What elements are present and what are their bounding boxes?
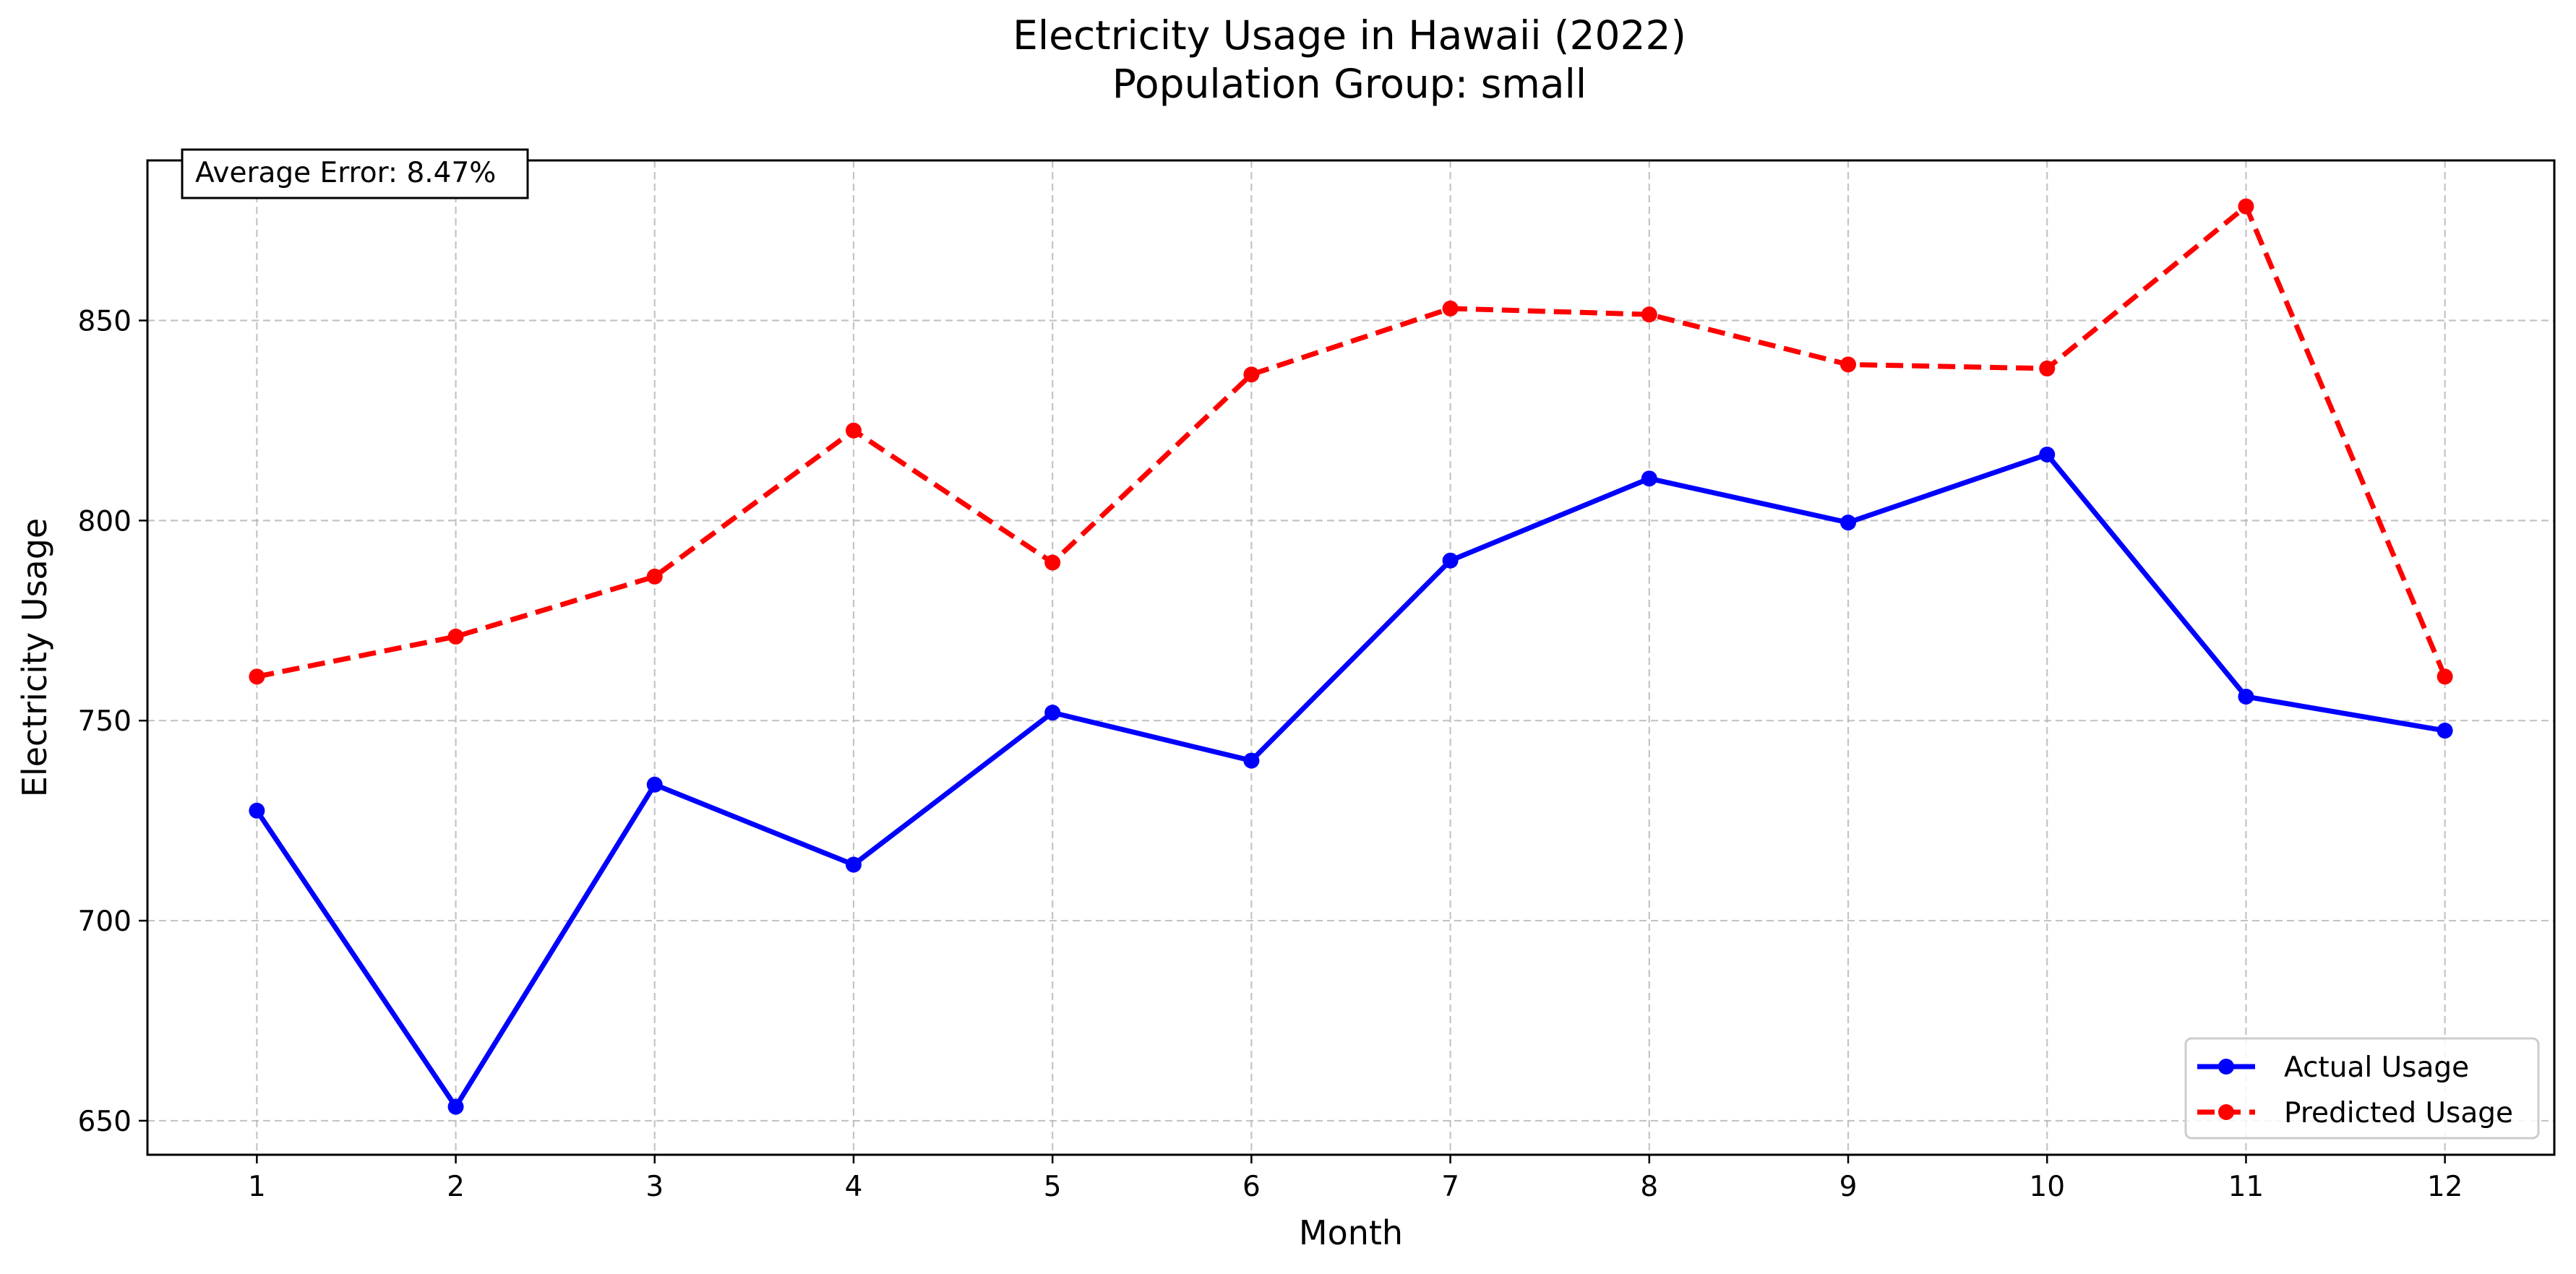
- data-point: [1243, 366, 1260, 383]
- legend-label: Actual Usage: [2284, 1051, 2469, 1084]
- series-line: [256, 204, 2447, 679]
- data-point: [1442, 300, 1459, 317]
- data-point: [1840, 515, 1857, 531]
- data-point: [2039, 360, 2056, 376]
- x-tick-label: 2: [447, 1171, 465, 1203]
- x-tick-label: 7: [1441, 1171, 1459, 1203]
- series-layer: [249, 198, 2453, 1115]
- x-tick-label: 10: [2029, 1171, 2065, 1203]
- x-tick-label: 12: [2427, 1171, 2463, 1203]
- data-point: [447, 1098, 464, 1115]
- data-point: [249, 802, 265, 819]
- x-axis-label: Month: [1299, 1213, 1403, 1252]
- average-error-text: Average Error: 8.47%: [195, 157, 496, 189]
- x-tick-label: 8: [1640, 1171, 1658, 1203]
- x-tick-label: 6: [1242, 1171, 1261, 1203]
- legend-marker: [2218, 1104, 2234, 1120]
- data-point: [1442, 552, 1459, 569]
- y-tick-label: 850: [78, 305, 132, 337]
- grid: [147, 160, 2554, 1155]
- data-point: [249, 668, 265, 685]
- data-point: [845, 422, 862, 439]
- data-point: [2039, 446, 2056, 462]
- series-actual-usage: [249, 446, 2453, 1115]
- y-tick-label: 650: [78, 1106, 132, 1138]
- data-point: [1840, 356, 1857, 373]
- data-point: [1641, 470, 1657, 487]
- y-tick-label: 800: [78, 505, 132, 538]
- x-tick-label: 11: [2228, 1171, 2264, 1203]
- x-tick-label: 9: [1839, 1171, 1858, 1203]
- chart-title: Electricity Usage in Hawaii (2022): [1013, 12, 1686, 59]
- data-point: [447, 628, 464, 645]
- y-tick-label: 700: [78, 905, 132, 938]
- plot-frame: [146, 159, 2556, 1156]
- data-point: [1044, 705, 1061, 721]
- y-axis-label: Electricity Usage: [15, 518, 54, 797]
- series-line: [254, 452, 2446, 1110]
- data-point: [2437, 668, 2453, 685]
- data-point: [1044, 554, 1061, 571]
- x-tick-label: 1: [248, 1171, 266, 1203]
- legend-label: Predicted Usage: [2284, 1097, 2513, 1129]
- x-tick-label: 3: [645, 1171, 664, 1203]
- chart-subtitle: Population Group: small: [1112, 61, 1587, 107]
- x-tick-label: 4: [845, 1171, 863, 1203]
- y-tick-label: 750: [78, 705, 132, 738]
- average-error-annotation: Average Error: 8.47%: [181, 148, 529, 199]
- data-point: [1243, 752, 1260, 769]
- legend: Actual Usage Predicted Usage: [2184, 1037, 2540, 1140]
- series-predicted-usage: [249, 198, 2453, 685]
- data-point: [646, 568, 663, 585]
- data-point: [845, 856, 862, 873]
- data-point: [2238, 688, 2254, 705]
- legend-marker: [2218, 1059, 2234, 1075]
- x-tick-label: 5: [1044, 1171, 1062, 1203]
- data-point: [2437, 723, 2453, 739]
- data-point: [646, 776, 663, 793]
- data-point: [2238, 198, 2254, 215]
- data-point: [1641, 306, 1657, 323]
